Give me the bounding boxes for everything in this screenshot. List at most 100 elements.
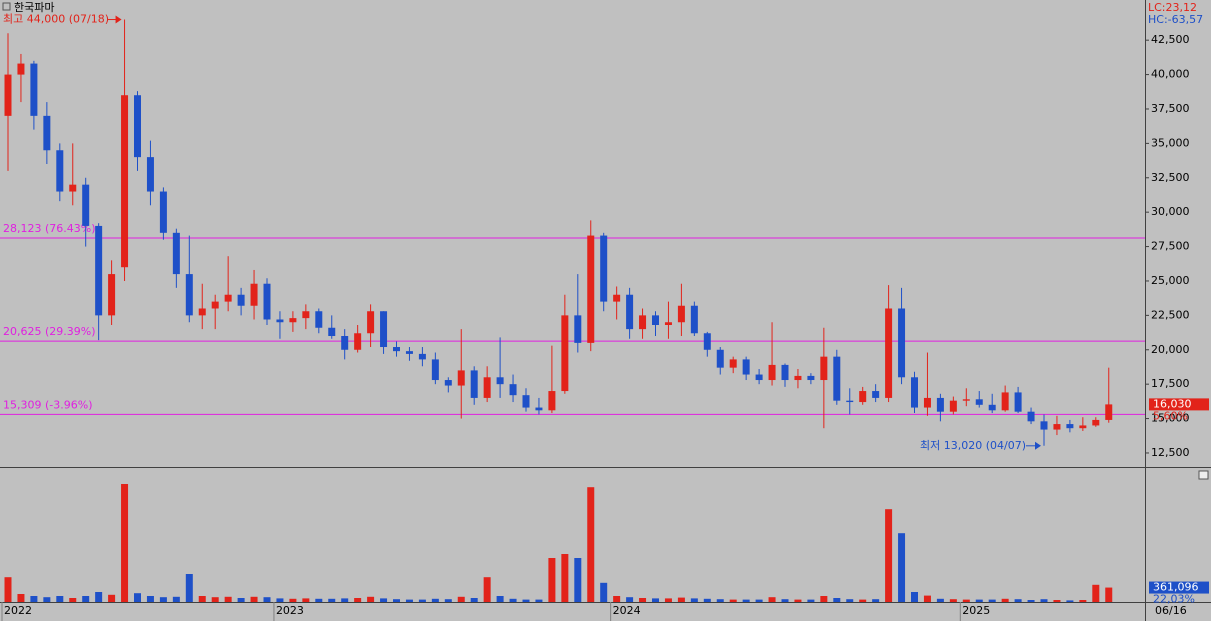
candle-body xyxy=(755,374,763,381)
volume-bar xyxy=(729,599,737,602)
candle-body xyxy=(820,356,828,381)
volume-bar xyxy=(742,599,750,602)
candle-body xyxy=(341,336,349,350)
candle-body xyxy=(807,375,815,381)
volume-bar xyxy=(600,582,608,602)
candle-body xyxy=(872,391,880,398)
volume-bar xyxy=(898,533,906,602)
panel-button[interactable] xyxy=(1198,470,1209,480)
volume-bar xyxy=(664,598,672,602)
candle-body xyxy=(975,399,983,405)
candle-body xyxy=(911,377,918,408)
candle-body xyxy=(121,95,129,268)
volume-bar xyxy=(444,599,452,602)
volume-bar xyxy=(496,596,504,602)
x-tick-label: 2025 xyxy=(962,604,990,617)
low-arrowhead xyxy=(1035,441,1041,450)
volume-bar xyxy=(716,599,724,602)
volume-bar xyxy=(548,558,556,602)
candle-body xyxy=(95,225,103,316)
volume-bar xyxy=(172,596,180,602)
x-tick-label: 2022 xyxy=(4,604,32,617)
volume-bar xyxy=(302,598,310,602)
volume-bar xyxy=(263,597,271,602)
candle-body xyxy=(431,359,439,381)
volume-bar xyxy=(652,598,659,602)
volume-bar xyxy=(1040,599,1048,602)
candle-body xyxy=(1079,425,1087,429)
y-tick-label: 17,500 xyxy=(1151,377,1190,390)
volume-bar xyxy=(820,596,828,602)
volume-bar xyxy=(561,554,569,602)
candle-body xyxy=(561,315,569,392)
low-note: 최저 13,020 (04/07) xyxy=(920,439,1026,452)
volume-bar xyxy=(1053,600,1061,602)
volume-bar xyxy=(988,599,996,602)
y-tick-label: 40,000 xyxy=(1151,68,1190,81)
candle-body xyxy=(1027,411,1035,422)
x-tick-label: 2023 xyxy=(276,604,304,617)
volume-bar xyxy=(211,597,219,602)
candle-body xyxy=(237,294,245,306)
volume-bar xyxy=(341,598,349,602)
candle-body xyxy=(367,311,375,334)
candle-body xyxy=(289,318,297,323)
volume-bar xyxy=(483,577,491,602)
volume-bar xyxy=(975,599,983,602)
y-tick-label: 27,500 xyxy=(1151,240,1190,253)
candle-body xyxy=(548,391,556,411)
candle-body xyxy=(354,333,362,350)
volume-bar xyxy=(911,592,918,602)
volume-bar xyxy=(885,509,893,602)
candle-body xyxy=(56,150,64,192)
volume-bar xyxy=(1066,600,1074,602)
volume-bar xyxy=(587,487,595,602)
candle-body xyxy=(652,315,659,326)
volume-bar xyxy=(250,596,258,602)
candle-body xyxy=(250,283,258,306)
volume-bar xyxy=(276,598,284,602)
candle-body xyxy=(509,384,517,396)
volume-bar xyxy=(613,596,621,602)
candle-body xyxy=(626,294,634,330)
candle-body xyxy=(988,404,996,411)
candle-body xyxy=(742,359,750,375)
volume-bar xyxy=(405,599,413,602)
candle-body xyxy=(263,283,271,320)
volume-bar xyxy=(936,598,944,602)
volume-bar xyxy=(1014,599,1022,602)
candle-body xyxy=(17,63,25,75)
candle-body xyxy=(1001,392,1009,411)
candle-body xyxy=(833,356,841,401)
volume-bar xyxy=(56,596,64,602)
candle-body xyxy=(898,308,906,378)
candle-body xyxy=(108,274,116,316)
last-date: 06/16 xyxy=(1155,604,1187,617)
title-icon xyxy=(2,2,11,11)
candle-body xyxy=(936,397,944,412)
volume-bar xyxy=(30,596,38,602)
candle-body xyxy=(587,235,595,343)
y-tick-label: 35,000 xyxy=(1151,136,1190,149)
volume-bar xyxy=(768,597,776,602)
volume-bar xyxy=(703,598,711,602)
candle-body xyxy=(418,353,426,360)
candle-body xyxy=(224,294,232,302)
candle-body xyxy=(30,63,38,116)
volume-bar xyxy=(134,593,141,602)
reference-label: 15,309 (-3.96%) xyxy=(3,398,92,411)
y-tick-label: 25,000 xyxy=(1151,274,1190,287)
reference-label: 20,625 (29.39%) xyxy=(3,325,96,338)
candle-body xyxy=(380,311,388,348)
volume-bar xyxy=(43,597,51,602)
candle-body xyxy=(781,364,789,381)
volume-bar xyxy=(4,577,12,602)
candle-body xyxy=(146,157,154,192)
y-tick-label: 30,000 xyxy=(1151,205,1190,218)
candle-body xyxy=(677,305,685,323)
volume-bar xyxy=(807,599,815,602)
candle-body xyxy=(716,349,724,368)
volume-bar xyxy=(17,594,25,602)
